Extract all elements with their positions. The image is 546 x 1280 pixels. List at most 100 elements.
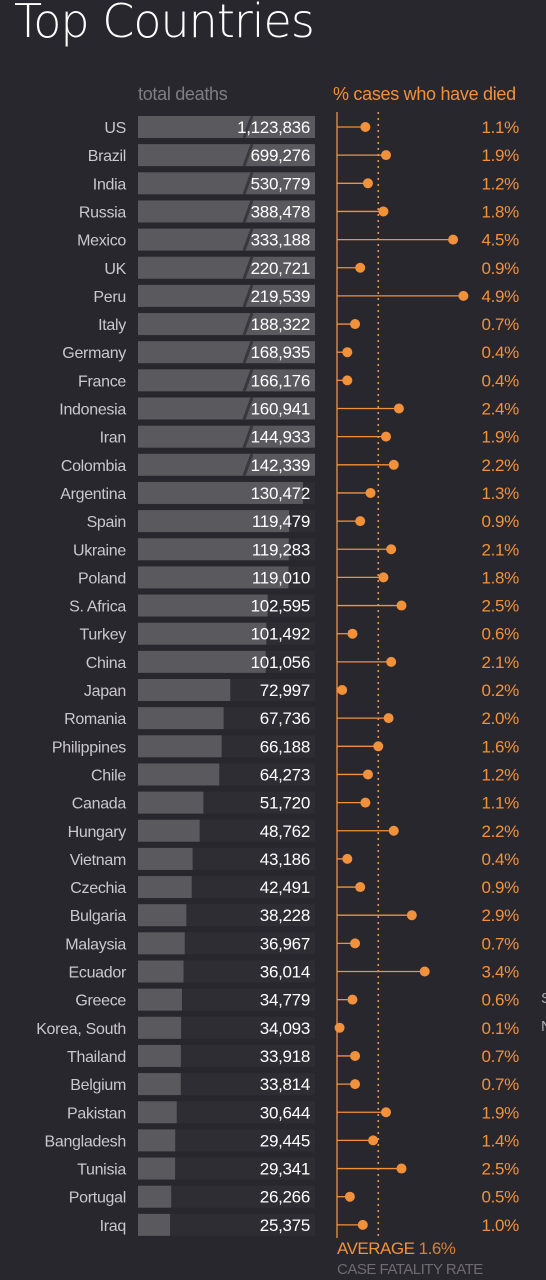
country-label-ecuador: Ecuador	[69, 965, 127, 982]
cfr-dot-germany	[342, 347, 353, 358]
deaths-value-indonesia: 160,941	[251, 400, 310, 419]
bar-break-india	[242, 171, 254, 195]
cfr-dot-bangladesh	[368, 1135, 379, 1146]
deaths-bar-iraq	[138, 1213, 171, 1236]
cfr-dot-poland	[378, 572, 389, 583]
cfr-dot-france	[342, 375, 353, 386]
bar-track-tunisia	[138, 1157, 315, 1180]
deaths-value-thailand: 33,918	[260, 1047, 310, 1066]
deaths-value-malaysia: 36,967	[260, 934, 310, 953]
deaths-bar-turkey	[138, 622, 267, 645]
cfr-value-india: 1.2%	[481, 174, 519, 193]
deaths-bar-greece	[138, 988, 182, 1011]
deaths-value-russia: 388,478	[251, 202, 310, 221]
bar-track-bangladesh	[138, 1129, 315, 1152]
cfr-dot-chile	[362, 769, 373, 780]
deaths-bar-iran	[138, 425, 315, 448]
deaths-bar-pakistan	[138, 1101, 177, 1124]
deaths-bar-france	[138, 369, 315, 392]
bar-track-pakistan	[138, 1101, 315, 1124]
cfr-dot-china	[386, 656, 397, 667]
deaths-value-chile: 64,273	[260, 765, 310, 784]
cfr-value-canada: 1.1%	[481, 794, 519, 813]
country-label-indonesia: Indonesia	[59, 402, 126, 419]
deaths-bar-brazil	[138, 144, 315, 167]
country-label-bangladesh: Bangladesh	[44, 1133, 126, 1150]
cfr-value-portugal: 0.5%	[481, 1188, 519, 1207]
cfr-dot-iran	[381, 431, 392, 442]
deaths-value-tunisia: 29,341	[260, 1160, 310, 1179]
cfr-value-iran: 1.9%	[481, 428, 519, 447]
deaths-bar-poland	[138, 566, 289, 589]
deaths-bar-germany	[138, 341, 315, 364]
country-label-malaysia: Malaysia	[65, 936, 126, 953]
deaths-bar-china	[138, 650, 266, 673]
deaths-bar-belgium	[138, 1073, 181, 1096]
cfr-value-uk: 0.9%	[481, 259, 519, 278]
cfr-value-thailand: 0.7%	[481, 1047, 519, 1066]
cfr-dot-philippines	[373, 741, 384, 752]
cfr-dot-belgium	[350, 1079, 361, 1090]
country-label-portugal: Portugal	[69, 1190, 126, 1207]
country-label-france: France	[78, 373, 126, 390]
deaths-value-argentina: 130,472	[251, 484, 310, 503]
deaths-value-bangladesh: 29,445	[260, 1131, 310, 1150]
deaths-bar-us	[138, 116, 315, 138]
deaths-value-belgium: 33,814	[260, 1075, 310, 1094]
deaths-value-mexico: 333,188	[251, 231, 310, 250]
deaths-bar-korea-south	[138, 1016, 182, 1039]
country-label-mexico: Mexico	[77, 233, 126, 250]
deaths-bar-portugal	[138, 1185, 172, 1208]
cfr-dot-japan	[337, 685, 348, 695]
deaths-bar-bangladesh	[138, 1129, 176, 1152]
deaths-value-germany: 168,935	[251, 343, 310, 362]
cfr-dot-vietnam	[342, 853, 353, 864]
bar-break-mexico	[242, 228, 254, 252]
bar-track-korea-south	[138, 1016, 315, 1039]
deaths-value-korea-south: 34,093	[260, 1019, 310, 1038]
bar-track-thailand	[138, 1044, 315, 1067]
deaths-value-romania: 67,736	[260, 709, 310, 728]
cfr-dot-ecuador	[419, 966, 430, 977]
deaths-value-france: 166,176	[251, 371, 310, 390]
cfr-dot-uk	[355, 262, 366, 273]
cfr-value-argentina: 1.3%	[481, 484, 519, 503]
case-fatality-rate-label: CASE FATALITY RATE	[337, 1261, 483, 1278]
country-label-spain: Spain	[87, 514, 126, 531]
deaths-bar-italy	[138, 313, 315, 336]
bar-track-portugal	[138, 1185, 315, 1208]
country-label-canada: Canada	[72, 796, 127, 813]
country-label-hungary: Hungary	[68, 824, 127, 841]
page-title: Top Countries	[14, 0, 315, 48]
country-label-iran: Iran	[100, 430, 126, 447]
cfr-value-bangladesh: 1.4%	[481, 1131, 519, 1150]
cfr-dot-colombia	[388, 459, 399, 470]
cfr-value-vietnam: 0.4%	[481, 850, 519, 869]
deaths-bar-india	[138, 172, 315, 195]
bar-track-belgium	[138, 1073, 315, 1096]
cfr-dot-greece	[347, 994, 358, 1005]
country-label-india: India	[93, 176, 127, 193]
deaths-value-ecuador: 36,014	[260, 963, 310, 982]
cfr-dot-turkey	[347, 628, 358, 639]
cfr-value-greece: 0.6%	[481, 991, 519, 1010]
deaths-value-spain: 119,479	[252, 512, 310, 531]
deaths-value-japan: 72,997	[260, 681, 310, 700]
deaths-value-brazil: 699,276	[251, 146, 310, 165]
average-label: AVERAGE 1.6%	[337, 1239, 456, 1259]
cfr-value-peru: 4.9%	[481, 287, 519, 306]
deaths-bar-malaysia	[138, 932, 185, 955]
deaths-value-ukraine: 119,283	[252, 540, 310, 559]
clipped-text-n: N	[541, 1018, 546, 1035]
bar-break-us	[242, 115, 254, 139]
country-label-colombia: Colombia	[61, 458, 127, 475]
cfr-value-turkey: 0.6%	[481, 625, 519, 644]
bar-break-iran	[242, 425, 254, 449]
country-label-turkey: Turkey	[79, 627, 126, 644]
deaths-value-turkey: 101,492	[251, 625, 310, 644]
cfr-dot-pakistan	[381, 1107, 392, 1118]
bar-break-indonesia	[242, 396, 254, 421]
cfr-value-us: 1.1%	[481, 118, 519, 137]
country-label-poland: Poland	[78, 570, 126, 587]
